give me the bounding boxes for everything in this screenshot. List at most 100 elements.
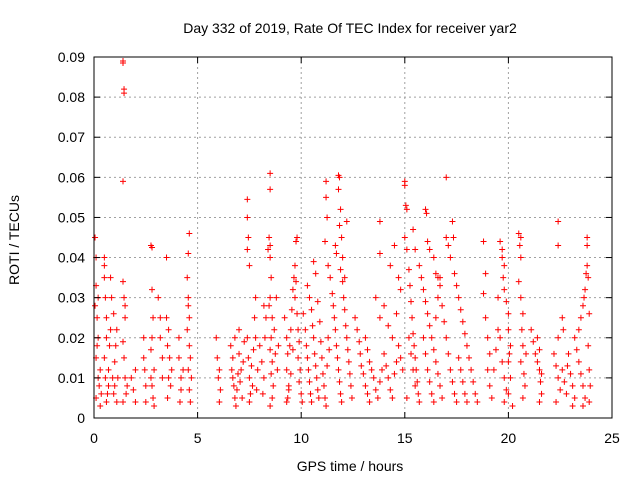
data-point [577, 314, 584, 321]
data-point [175, 334, 182, 341]
data-point [389, 394, 396, 401]
data-point [443, 234, 450, 241]
data-point [188, 374, 195, 381]
data-point [293, 238, 300, 245]
data-point [461, 390, 468, 397]
data-point [178, 374, 185, 381]
data-point [122, 302, 129, 309]
y-tick-label: 0.04 [58, 250, 85, 266]
data-point [408, 298, 415, 305]
data-point [397, 354, 404, 361]
data-point [585, 342, 592, 349]
data-point [445, 350, 452, 357]
data-point [149, 286, 156, 293]
data-point [385, 322, 392, 329]
data-point [267, 170, 274, 177]
data-point [482, 270, 489, 277]
data-point [583, 270, 590, 277]
data-point [415, 390, 422, 397]
data-point [501, 262, 508, 269]
x-axis-label: GPS time / hours [297, 458, 404, 474]
data-point [503, 386, 510, 393]
data-point [308, 306, 315, 313]
data-point [405, 334, 412, 341]
data-point [332, 326, 339, 333]
data-point [186, 386, 193, 393]
data-point [245, 354, 252, 361]
data-point [416, 398, 423, 405]
data-point [268, 370, 275, 377]
data-point [114, 374, 121, 381]
data-point [185, 366, 192, 373]
data-point [402, 202, 409, 209]
data-point [405, 266, 412, 273]
data-point [233, 386, 240, 393]
data-point [120, 60, 127, 67]
data-point [557, 386, 564, 393]
x-tick-label: 5 [194, 430, 202, 446]
data-point [286, 342, 293, 349]
data-point [327, 274, 334, 281]
data-point [495, 294, 502, 301]
data-point [505, 310, 512, 317]
data-point [395, 342, 402, 349]
data-point [488, 394, 495, 401]
data-point [480, 238, 487, 245]
data-point [516, 242, 523, 249]
data-point [324, 362, 331, 369]
data-point [459, 318, 466, 325]
data-point [334, 354, 341, 361]
data-point [393, 310, 400, 317]
data-point [288, 306, 295, 313]
y-tick-label: 0.09 [58, 49, 85, 65]
data-point [235, 370, 242, 377]
data-point [113, 326, 120, 333]
grid-lines [94, 57, 612, 418]
data-point [155, 294, 162, 301]
data-point [111, 382, 118, 389]
data-point [403, 394, 410, 401]
data-point [305, 366, 312, 373]
data-point [165, 374, 172, 381]
data-point [519, 342, 526, 349]
data-point [304, 282, 311, 289]
data-point [325, 262, 332, 269]
data-point [492, 346, 499, 353]
data-point [571, 334, 578, 341]
data-point [335, 186, 342, 193]
data-point [505, 390, 512, 397]
data-point [167, 382, 174, 389]
data-point [216, 398, 223, 405]
data-point [268, 334, 275, 341]
data-point [249, 382, 256, 389]
data-point [283, 398, 290, 405]
data-point [130, 386, 137, 393]
data-point [528, 326, 535, 333]
y-tick-label: 0.01 [58, 370, 85, 386]
data-point [244, 246, 251, 253]
data-point [401, 234, 408, 241]
data-point [287, 370, 294, 377]
x-tick-label: 20 [501, 430, 517, 446]
data-point [579, 402, 586, 409]
data-point [383, 362, 390, 369]
data-point [360, 370, 367, 377]
data-point [534, 334, 541, 341]
data-point [484, 366, 491, 373]
data-point [430, 398, 437, 405]
data-point [422, 350, 429, 357]
data-point [391, 370, 398, 377]
data-point [333, 250, 340, 257]
data-point [506, 350, 513, 357]
data-point [501, 286, 508, 293]
data-point [268, 274, 275, 281]
data-point [215, 374, 222, 381]
data-point [523, 350, 530, 357]
data-point [345, 358, 352, 365]
data-point [497, 334, 504, 341]
data-point [426, 378, 433, 385]
data-point [123, 390, 130, 397]
data-point [430, 254, 437, 261]
data-point [495, 326, 502, 333]
